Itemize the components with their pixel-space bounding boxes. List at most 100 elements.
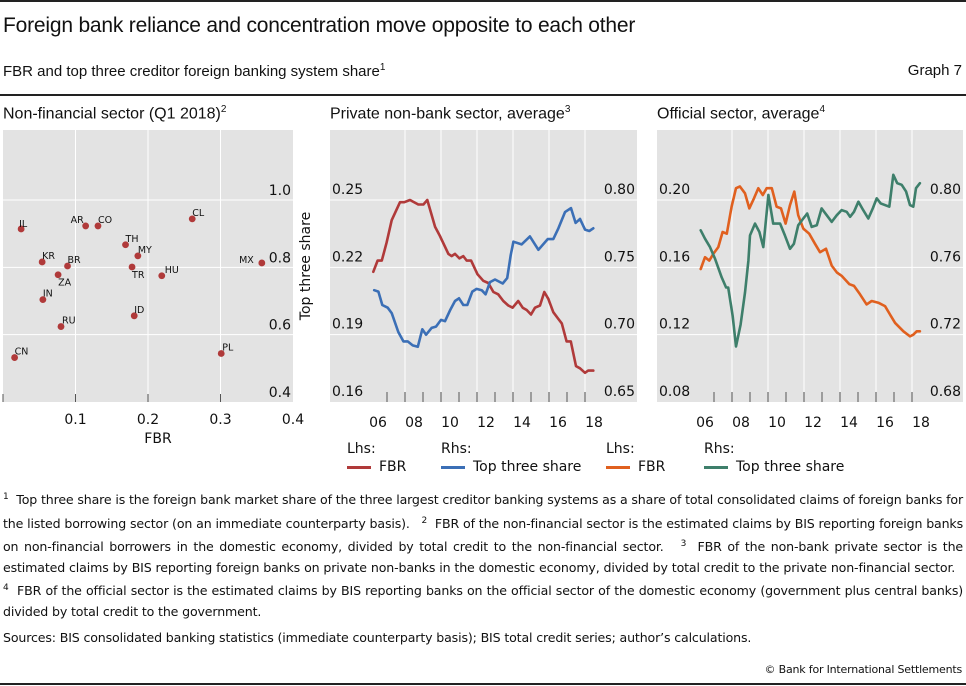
x-tick-label: 0.1 [64,412,86,428]
footnote-1: Top three share is the foreign bank mark… [3,492,964,531]
footnote-mark: 2 [421,515,428,526]
copyright: © Bank for International Settlements [764,663,963,676]
scatter-point-ru [57,323,65,330]
y-right-tick-label: 0.65 [604,384,635,400]
top-rule [0,0,966,2]
y-left-tick-label: 0.20 [659,182,690,198]
y-left-tick-label: 0.16 [659,249,690,265]
x-axis-label: FBR [144,431,172,447]
y-left-tick-label: 0.22 [332,249,363,265]
scatter-point-in [39,296,47,304]
charts-canvas: 0.1 0.2 0.3 0.4 0.4 0.6 0.8 1.0 FBR Top three sha… [2,130,963,447]
footnotes: 1 Top three share is the foreign bank ma… [3,487,963,622]
y-right-tick-label: 0.70 [604,317,635,333]
panel1-title: Non-financial sector (Q1 2018)2 [3,104,226,123]
point-label-cn: CN [15,347,29,358]
panel3-legend-rhs: Rhs: Top three share [704,441,844,475]
point-label-co: CO [98,215,112,226]
panel3-title-text: Official sector, average [657,105,820,123]
legend-label-fbr: FBR [638,459,666,475]
y-tick-label: 0.6 [269,318,291,334]
point-label-my: MY [138,245,152,256]
official-sector-panel: 0.08 0.12 0.16 0.20 0.68 0.72 0.76 0.80 06 08 10 12… [657,130,963,431]
chart-title: Foreign bank reliance and concentration … [3,14,636,37]
scatter-point-id [130,312,138,320]
point-label-pl: PL [222,343,234,354]
series-line-fbr [371,198,595,375]
scatter-point-th [122,241,129,249]
panel2-legend-lhs: Lhs: FBR [347,441,406,475]
scatter-point-il [17,225,25,233]
y-tick-label: 0.4 [269,385,291,401]
legend-swatch-fbr [606,465,630,469]
point-label-ar: AR [71,215,84,226]
x-tick-label: 06 [696,415,714,431]
point-label-in: IN [43,289,53,300]
scatter-point-ar [82,222,90,230]
footnote-ref: 2 [220,104,227,115]
y-left-tick-label: 0.19 [332,317,363,333]
point-label-hu: HU [165,265,179,276]
y-left-tick-label: 0.16 [332,384,363,400]
scatter-point-my [134,252,142,260]
y-left-tick-label: 0.12 [659,317,690,333]
y-right-tick-label: 0.68 [930,384,961,400]
point-label-cl: CL [192,208,205,219]
scatter-point-co [94,222,102,230]
scatter-point-cl [188,215,196,223]
footnote-mark: 3 [680,539,687,550]
x-tick-label: 0.2 [137,412,159,428]
y-right-tick-label: 0.80 [604,182,635,198]
legend-label-top3: Top three share [736,459,845,475]
legend-rhs-header: Rhs: [441,441,472,457]
y-tick-label: 1.0 [269,183,291,199]
footnote-mark: 1 [3,492,9,502]
series-line-fbr [699,185,922,338]
bottom-rule [0,683,966,685]
x-tick-label: 0.3 [209,412,231,428]
x-tick-label: 18 [912,415,930,431]
legend-lhs-header: Lhs: [606,441,635,457]
footnote-2: FBR of the non-financial sector is the e… [3,515,963,555]
point-label-kr: KR [42,251,55,262]
legend-rhs-header: Rhs: [704,441,735,457]
x-tick-label: 16 [549,415,567,431]
graph-number: Graph 7 [907,62,962,79]
point-label-mx: MX [239,255,254,266]
scatter-point-cn [11,354,18,361]
scatter-point-br [64,262,71,270]
plot-background [330,130,637,402]
y-right-tick-label: 0.75 [604,249,635,265]
y-right-tick-label: 0.80 [930,182,961,198]
private-sector-panel: 0.16 0.19 0.22 0.25 0.65 0.70 0.75 0.80 06 08 10 12… [330,130,637,431]
scatter-point-kr [38,258,46,266]
scatter-point-mx [258,259,266,267]
header-rule [0,94,966,96]
sources-line: Sources: BIS consolidated banking statis… [3,630,752,645]
point-label-tr: TR [131,270,145,281]
x-tick-label: 14 [513,415,531,431]
legend-lhs-header: Lhs: [347,441,376,457]
footnote-mark: 4 [3,583,9,594]
point-label-br: BR [68,255,82,266]
x-tick-label: 10 [768,415,786,431]
point-label-id: ID [134,305,144,316]
point-label-il: IL [19,219,28,230]
scatter-panel: 0.1 0.2 0.3 0.4 0.4 0.6 0.8 1.0 FBR Top three sha… [2,130,314,447]
x-tick-label: 08 [405,415,423,431]
panel1-title-text: Non-financial sector (Q1 2018) [3,105,221,123]
scatter-point-za [54,271,62,279]
footnote-4: FBR of the official sector is the estima… [3,583,963,619]
panel2-title: Private non-bank sector, average3 [330,104,570,123]
x-tick-label: 12 [477,415,495,431]
legend-swatch-fbr [347,465,371,469]
x-tick-label: 10 [441,415,459,431]
y-right-tick-label: 0.72 [930,317,961,333]
y-tick-label: 0.8 [269,250,291,266]
panel3-legend-lhs: Lhs: FBR [606,441,665,475]
x-tick-label: 14 [840,415,858,431]
x-tick-label: 06 [369,415,387,431]
legend-label-top3: Top three share [473,459,582,475]
footnote-ref: 3 [564,104,571,115]
panel2-title-text: Private non-bank sector, average [330,105,565,123]
